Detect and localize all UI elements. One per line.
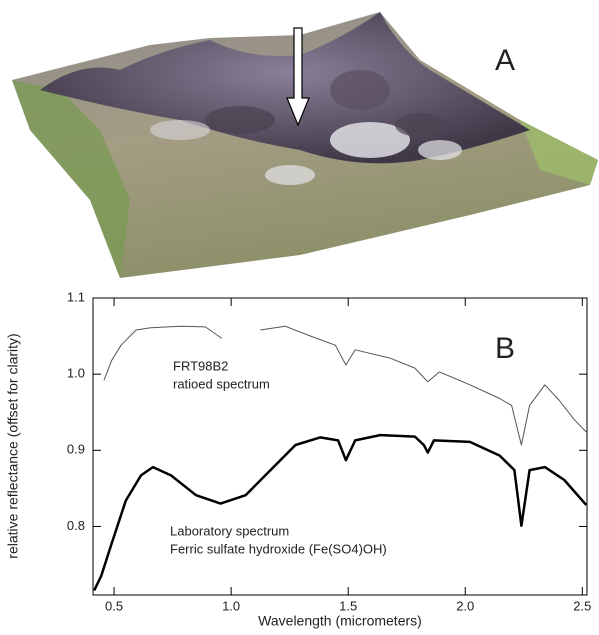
series-annotation: Ferric sulfate hydroxide (Fe(SO4)OH) — [170, 541, 387, 556]
terrain-image — [12, 12, 598, 278]
y-axis-label: relative reflectance (offset for clarity… — [5, 333, 21, 558]
x-tick-label: 0.5 — [105, 598, 123, 613]
panel-label: A — [495, 44, 515, 77]
plot-frame — [92, 297, 588, 596]
x-tick-label: 1.5 — [339, 598, 357, 613]
series-annotation: FRT98B2 — [173, 358, 228, 373]
panel-label: B — [495, 332, 515, 365]
y-tick-label: 0.8 — [67, 518, 85, 533]
y-tick-label: 1.1 — [67, 289, 85, 304]
x-tick-label: 1.0 — [222, 598, 240, 613]
x-tick-label: 2.5 — [573, 598, 591, 613]
x-axis-label: Wavelength (micrometers) — [258, 613, 422, 629]
x-tick-label: 2.0 — [456, 598, 474, 613]
y-tick-label: 1.0 — [67, 366, 85, 381]
series-annotation: ratioed spectrum — [173, 376, 270, 391]
series-annotation: Laboratory spectrum — [170, 523, 289, 538]
spectrum-line — [103, 325, 587, 446]
spectrum-line — [93, 433, 588, 591]
y-tick-label: 0.9 — [67, 442, 85, 457]
